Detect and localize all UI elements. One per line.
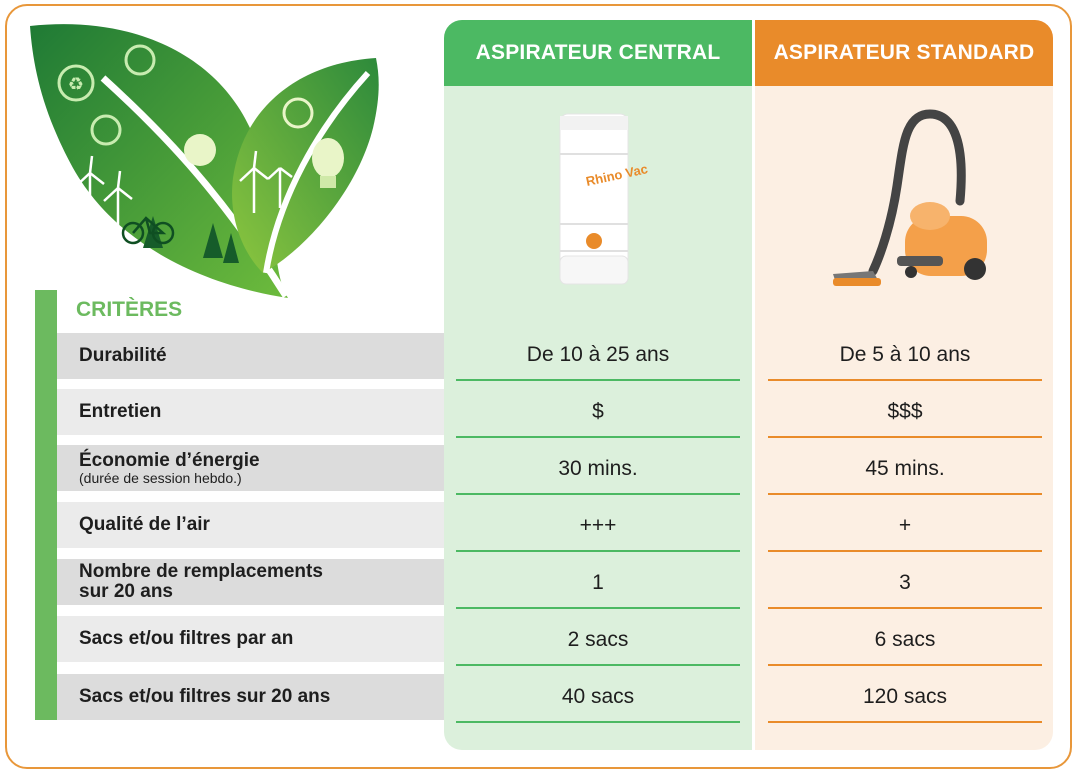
criteria-row: Qualité de l’air (57, 502, 444, 548)
criteria-label: Sacs et/ou filtres sur 20 ans (79, 686, 331, 707)
criteria-label: Durabilité (79, 345, 167, 366)
standard-value-cell: $$$ (768, 388, 1042, 438)
central-vacuum-column: ASPIRATEUR CENTRAL Rhino Vac (444, 20, 752, 750)
central-vacuum-image: Rhino Vac (559, 113, 649, 285)
standard-value-cell: 45 mins. (768, 445, 1042, 495)
criteria-label: Entretien (79, 401, 162, 422)
standard-column-header: ASPIRATEUR STANDARD (755, 20, 1053, 86)
central-column-header: ASPIRATEUR CENTRAL (444, 20, 752, 86)
standard-value-cell: 120 sacs (768, 673, 1042, 723)
criteria-label: Économie d’énergie (79, 449, 260, 471)
criteria-accent-bar (35, 290, 57, 720)
criteria-row: Économie d’énergie (durée de session hebd… (57, 445, 444, 491)
central-value-cell: 2 sacs (456, 616, 740, 666)
criteria-row: Entretien (57, 389, 444, 435)
central-value-cell: 40 sacs (456, 673, 740, 723)
criteria-label: Sacs et/ou filtres par an (79, 628, 294, 649)
standard-value-cell: 6 sacs (768, 616, 1042, 666)
svg-text:♻: ♻ (68, 74, 84, 95)
criteria-label: Nombre de remplacements sur 20 ans (79, 561, 323, 602)
criteria-row: Nombre de remplacements sur 20 ans (57, 559, 444, 605)
central-value-cell: 1 (456, 559, 740, 609)
canister-vacuum-image (833, 109, 987, 286)
criteria-row: Durabilité (57, 333, 444, 379)
standard-vacuum-column: ASPIRATEUR STANDARD (755, 20, 1053, 750)
criteria-row: Sacs et/ou filtres par an (57, 616, 444, 662)
criteria-sublabel: (durée de session hebdo.) (79, 469, 242, 486)
standard-value-cell: 3 (768, 559, 1042, 609)
central-value-cell: 30 mins. (456, 445, 740, 495)
central-value-cell: +++ (456, 502, 740, 552)
criteria-row: Sacs et/ou filtres sur 20 ans (57, 674, 444, 720)
central-value-cell: De 10 à 25 ans (456, 331, 740, 381)
standard-value-cell: + (768, 502, 1042, 552)
criteria-label: Qualité de l’air (79, 514, 210, 535)
standard-value-cell: De 5 à 10 ans (768, 331, 1042, 381)
eco-leaves-illustration: ♻ (30, 24, 379, 298)
central-value-cell: $ (456, 388, 740, 438)
criteria-title: CRITÈRES (76, 298, 183, 321)
